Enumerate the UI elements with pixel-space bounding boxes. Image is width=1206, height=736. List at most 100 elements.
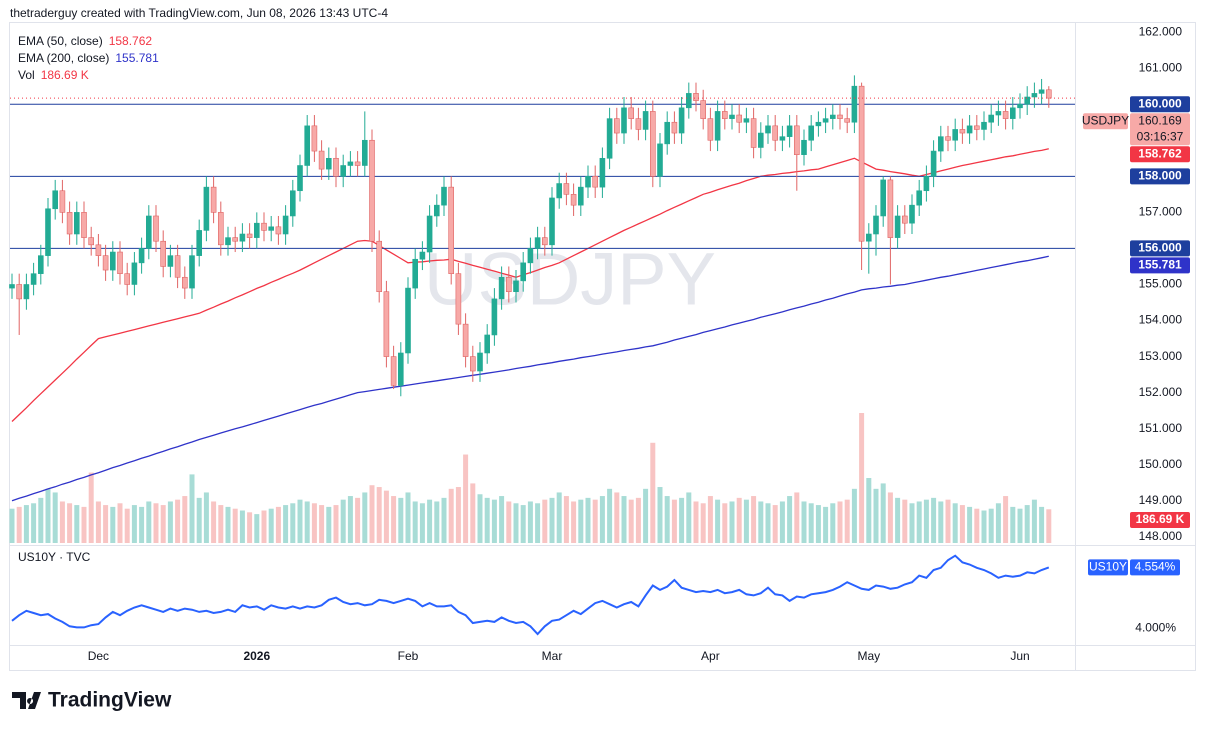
candle-body xyxy=(858,85,865,242)
volume-bar xyxy=(167,501,173,543)
volume-bar xyxy=(203,492,209,543)
legend-value: 155.781 xyxy=(115,51,159,65)
candle-body xyxy=(772,125,779,141)
volume-bar xyxy=(376,487,382,543)
legend-label: EMA (50, close) xyxy=(18,34,103,48)
volume-bar xyxy=(311,503,317,543)
candle-body xyxy=(174,255,181,278)
candle-body xyxy=(246,233,253,238)
pane-title: US10Y · TVC xyxy=(18,550,91,564)
volume-bar xyxy=(779,501,785,543)
volume-bar xyxy=(873,488,879,543)
candle-body xyxy=(124,273,130,285)
candle-body xyxy=(549,197,555,246)
candle-body xyxy=(232,237,238,242)
volume-bar xyxy=(326,506,332,543)
candle-body xyxy=(441,186,447,206)
candle-body xyxy=(657,143,663,177)
candle-body xyxy=(1046,89,1052,99)
candle-body xyxy=(196,230,202,256)
candle-body xyxy=(981,121,987,130)
candle-body xyxy=(52,190,59,210)
candle-body xyxy=(937,136,944,152)
candle-body xyxy=(498,276,505,300)
volume-bar xyxy=(902,499,908,543)
volume-bar xyxy=(131,505,137,543)
y-tick-label: 149.000 xyxy=(1139,493,1183,507)
candle-body xyxy=(505,276,512,292)
candle-body xyxy=(477,352,483,372)
candle-body xyxy=(930,150,937,177)
volume-bar xyxy=(225,506,231,543)
volume-bar xyxy=(657,487,663,543)
candle-body xyxy=(527,248,534,264)
y-tick-label: 4.000% xyxy=(1135,621,1176,635)
candle-body xyxy=(1024,96,1030,105)
candle-body xyxy=(110,251,116,271)
volume-bar xyxy=(175,499,181,543)
volume-bar xyxy=(1039,506,1045,543)
candle-body xyxy=(347,161,354,166)
candle-body xyxy=(189,255,195,289)
candle-body xyxy=(138,248,145,264)
candle-body xyxy=(390,356,397,386)
volume-bar xyxy=(506,501,512,543)
volume-bar xyxy=(139,506,145,543)
volume-bar xyxy=(95,501,101,543)
volume-bar xyxy=(74,505,80,543)
candle-body xyxy=(577,186,584,206)
candle-body xyxy=(678,107,685,134)
candle-body xyxy=(117,251,123,274)
candle-body xyxy=(462,323,469,357)
y-tick-label: 153.000 xyxy=(1139,349,1183,363)
candle-body xyxy=(621,107,627,134)
candle-body xyxy=(289,190,296,217)
volume-bar xyxy=(923,499,929,543)
candle-body xyxy=(397,352,404,386)
volume-bar xyxy=(88,472,94,543)
volume-bar xyxy=(1003,496,1009,543)
volume-bar xyxy=(59,501,65,543)
volume-bar xyxy=(823,506,829,543)
candle-body xyxy=(988,114,995,123)
candle-body xyxy=(369,139,375,242)
price-tag-label: 158.762 xyxy=(1138,146,1182,160)
candle-body xyxy=(275,226,282,235)
volume-bar xyxy=(585,497,591,543)
symbol-tag xyxy=(1083,113,1128,130)
candle-body xyxy=(426,215,433,253)
candle-body xyxy=(808,125,815,141)
candle-body xyxy=(952,129,959,141)
volume-bar xyxy=(578,499,584,543)
volume-bar xyxy=(254,514,260,543)
volume-bar xyxy=(347,496,353,543)
candle-body xyxy=(102,255,109,271)
value-tag-label: 4.554% xyxy=(1135,560,1176,574)
volume-bar xyxy=(419,503,425,543)
candle-body xyxy=(556,183,563,199)
volume-bar xyxy=(758,501,764,543)
candle-body xyxy=(74,212,80,235)
volume-bar xyxy=(67,503,73,543)
candle-body xyxy=(844,118,851,123)
candle-body xyxy=(448,186,455,274)
candle-body xyxy=(959,129,966,134)
candle-body xyxy=(16,284,23,300)
volume-bar xyxy=(362,492,368,543)
candle-body xyxy=(685,93,692,109)
candle-body xyxy=(261,222,267,231)
volume-bar xyxy=(787,496,793,543)
candle-body xyxy=(30,273,37,285)
volume-bar xyxy=(412,501,418,543)
x-tick-label: Mar xyxy=(542,649,563,663)
volume-bar xyxy=(664,496,670,543)
price-tag xyxy=(1130,146,1190,163)
volume-bar xyxy=(477,494,483,543)
candle-body xyxy=(585,176,591,188)
candle-body xyxy=(873,215,879,235)
candle-body xyxy=(225,237,231,246)
candle-body xyxy=(66,212,73,235)
volume-bar xyxy=(844,499,850,543)
candle-body xyxy=(146,215,152,249)
price-tag-label: 155.781 xyxy=(1138,258,1182,272)
